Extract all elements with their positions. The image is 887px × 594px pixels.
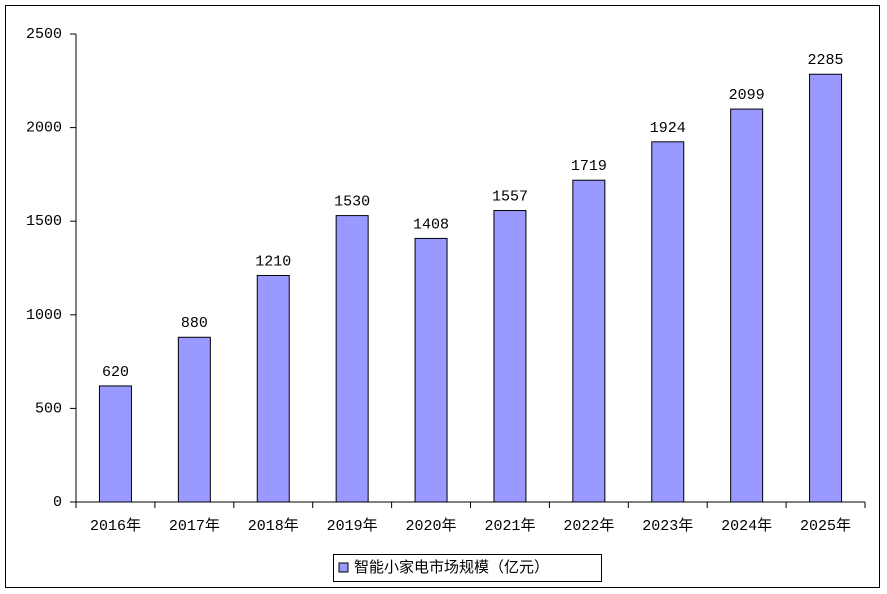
value-label: 1210 xyxy=(255,253,291,270)
bar xyxy=(256,274,290,503)
y-tick-label: 2000 xyxy=(26,120,62,137)
value-label: 2285 xyxy=(808,52,844,69)
x-tick-label: 2025年 xyxy=(800,517,851,535)
bar xyxy=(414,237,448,503)
value-label: 1719 xyxy=(571,158,607,175)
bar xyxy=(493,210,527,503)
value-label: 2099 xyxy=(729,87,765,104)
value-label: 1530 xyxy=(334,194,370,211)
bar xyxy=(572,179,606,503)
bar xyxy=(98,385,132,503)
bar xyxy=(809,73,843,503)
x-tick-label: 2016年 xyxy=(90,517,141,535)
value-label: 1408 xyxy=(413,216,449,233)
legend-marker xyxy=(338,562,349,573)
x-tick-label: 2022年 xyxy=(563,517,614,535)
y-tick-label: 2500 xyxy=(26,26,62,43)
value-label: 1924 xyxy=(650,120,686,137)
y-tick-label: 1000 xyxy=(26,307,62,324)
y-tick-label: 0 xyxy=(53,494,62,511)
bar xyxy=(177,336,211,503)
x-tick-label: 2017年 xyxy=(169,517,220,535)
x-tick-label: 2020年 xyxy=(406,517,457,535)
x-tick-label: 2018年 xyxy=(248,517,299,535)
value-label: 880 xyxy=(181,315,208,332)
x-tick-label: 2023年 xyxy=(642,517,693,535)
bar xyxy=(335,215,369,503)
y-tick-label: 500 xyxy=(35,400,62,417)
x-tick-label: 2021年 xyxy=(484,517,535,535)
bar xyxy=(651,141,685,503)
legend-box xyxy=(333,554,602,582)
bar xyxy=(730,108,764,503)
value-label: 1557 xyxy=(492,188,528,205)
y-tick-label: 1500 xyxy=(26,213,62,230)
legend-label: 智能小家电市场规模（亿元） xyxy=(354,558,549,577)
x-tick-label: 2019年 xyxy=(327,517,378,535)
value-label: 620 xyxy=(102,364,129,381)
x-tick-label: 2024年 xyxy=(721,517,772,535)
